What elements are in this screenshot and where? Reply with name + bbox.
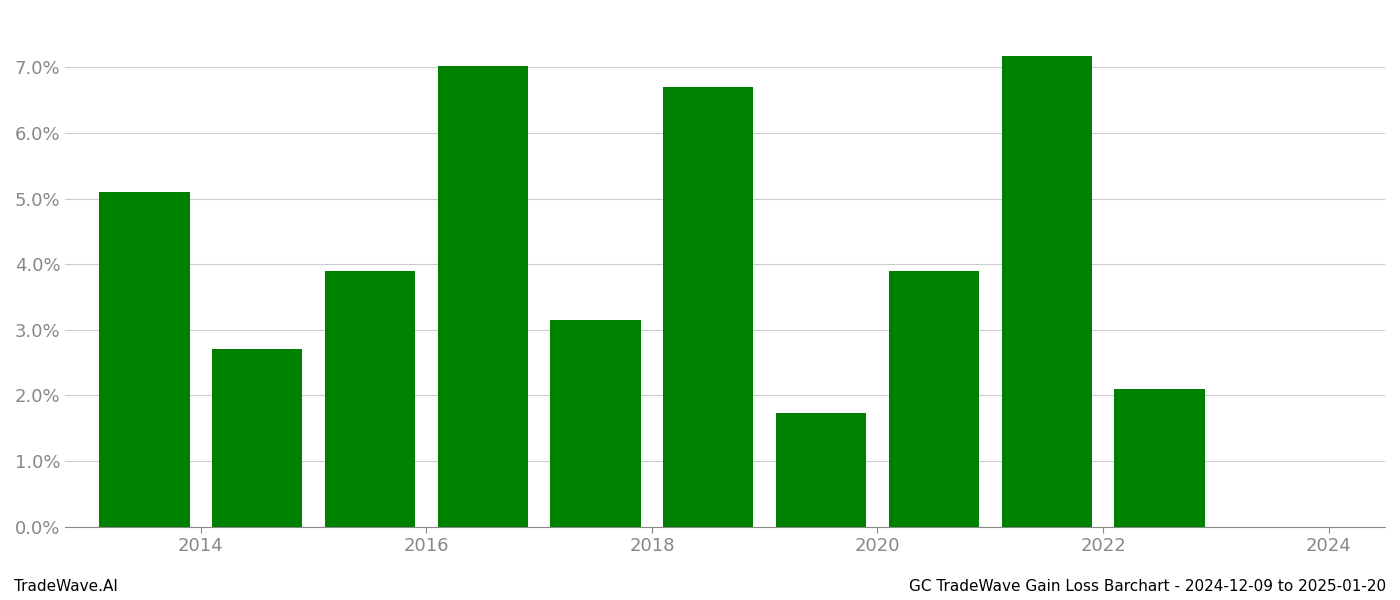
Text: TradeWave.AI: TradeWave.AI — [14, 579, 118, 594]
Bar — [776, 413, 867, 527]
Bar — [550, 320, 641, 527]
Bar — [1114, 389, 1204, 527]
Bar — [1001, 56, 1092, 527]
Text: GC TradeWave Gain Loss Barchart - 2024-12-09 to 2025-01-20: GC TradeWave Gain Loss Barchart - 2024-1… — [909, 579, 1386, 594]
Bar — [664, 87, 753, 527]
Bar — [99, 192, 189, 527]
Bar — [438, 65, 528, 527]
Bar — [211, 349, 302, 527]
Bar — [889, 271, 979, 527]
Bar — [325, 271, 416, 527]
